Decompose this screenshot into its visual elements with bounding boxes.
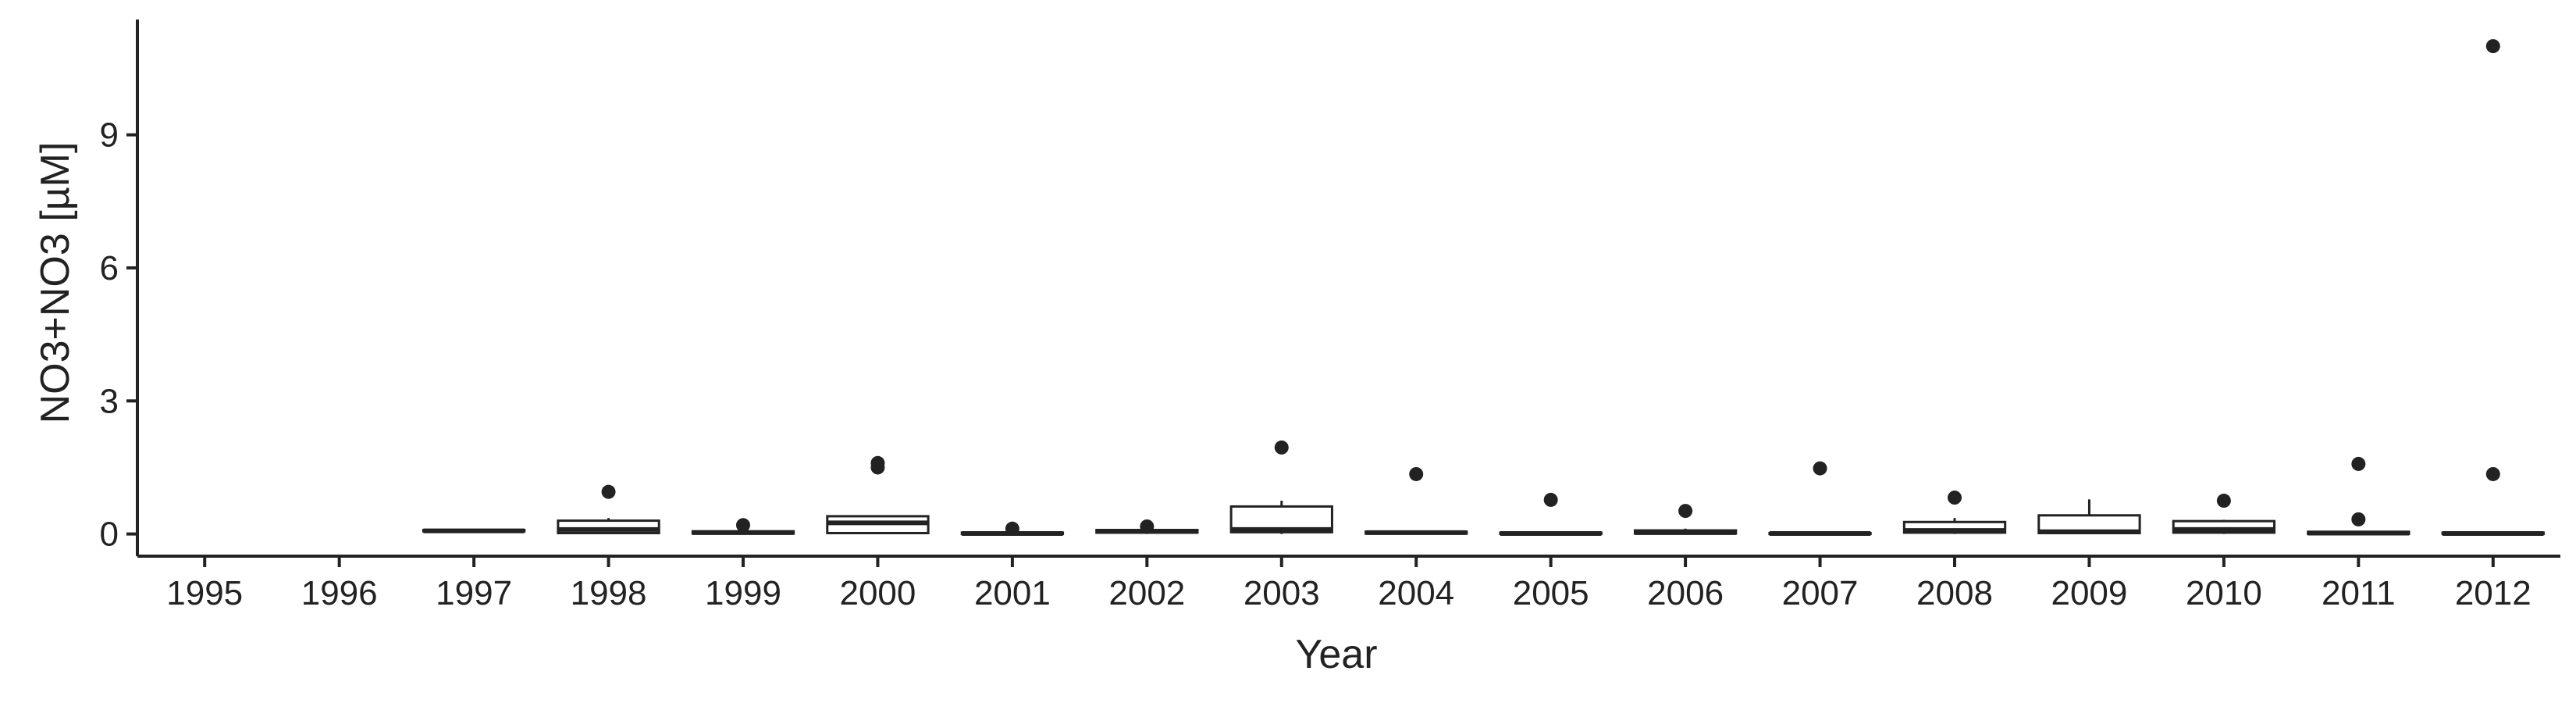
x-tick-label: 1999 [705,574,781,612]
box-2012 [2441,39,2545,537]
outlier-point [870,455,885,470]
outlier-point [1140,519,1155,533]
x-tick-label: 1995 [166,574,243,612]
outlier-point [1813,461,1827,476]
box-1997 [422,528,526,533]
x-tick-label: 1996 [301,574,378,612]
box-2010 [2172,494,2276,534]
outlier-point [1543,492,1558,507]
x-tick-label: 2000 [839,574,916,612]
y-axis-title: NO3+NO3 [µM] [33,142,78,424]
box-2007 [1768,461,1872,537]
box-2002 [1095,519,1199,534]
outlier-point [2485,39,2500,54]
x-tick-label: 2006 [1647,574,1724,612]
outlier-point [2216,494,2231,509]
x-tick-label: 2005 [1513,574,1589,612]
x-tick-label: 2011 [2322,574,2396,612]
box-2000 [826,455,930,534]
outlier-point [1409,466,1424,481]
y-tick-label: 9 [100,116,119,155]
x-tick-label: 2008 [1916,574,1993,612]
x-tick-label: 2007 [1782,574,1859,612]
outlier-point [1948,491,1962,505]
boxes-layer [422,39,2545,537]
outlier-point [601,484,616,499]
outlier-point [1005,521,1019,536]
x-axis: 1995 1996 1997 1998 1999 2000 2001 2002 2003 2004… [137,555,2560,612]
box-2003 [1229,440,1333,534]
y-tick-label: 0 [100,516,119,554]
outlier-point [1274,440,1289,455]
box-2004 [1364,466,1468,535]
outlier-point [2485,466,2500,481]
box-1999 [691,518,795,535]
x-tick-label: 2009 [2051,574,2127,612]
x-tick-label: 2012 [2455,574,2532,612]
x-tick-label: 1997 [436,574,512,612]
outlier-point [1678,504,1693,519]
x-tick-label: 2004 [1378,574,1454,612]
y-tick-label: 6 [100,249,119,287]
box-2009 [2037,499,2141,534]
x-tick-label: 1998 [571,574,647,612]
x-axis-title: Year [1295,632,1377,677]
box-2008 [1902,491,2007,534]
outlier-point [736,518,750,533]
y-axis: 0 3 6 9 [100,20,139,556]
outlier-point [2351,512,2366,526]
x-tick-label: 2002 [1108,574,1185,612]
x-tick-label: 2010 [2186,574,2262,612]
box-1998 [557,484,660,534]
box-2005 [1499,492,1603,537]
box-2001 [960,521,1065,537]
box-2011 [2307,456,2411,536]
y-tick-label: 3 [100,382,119,420]
outlier-point [2351,456,2366,471]
box-2006 [1633,504,1738,535]
x-tick-label: 2001 [974,574,1051,612]
x-tick-label: 2003 [1244,574,1320,612]
